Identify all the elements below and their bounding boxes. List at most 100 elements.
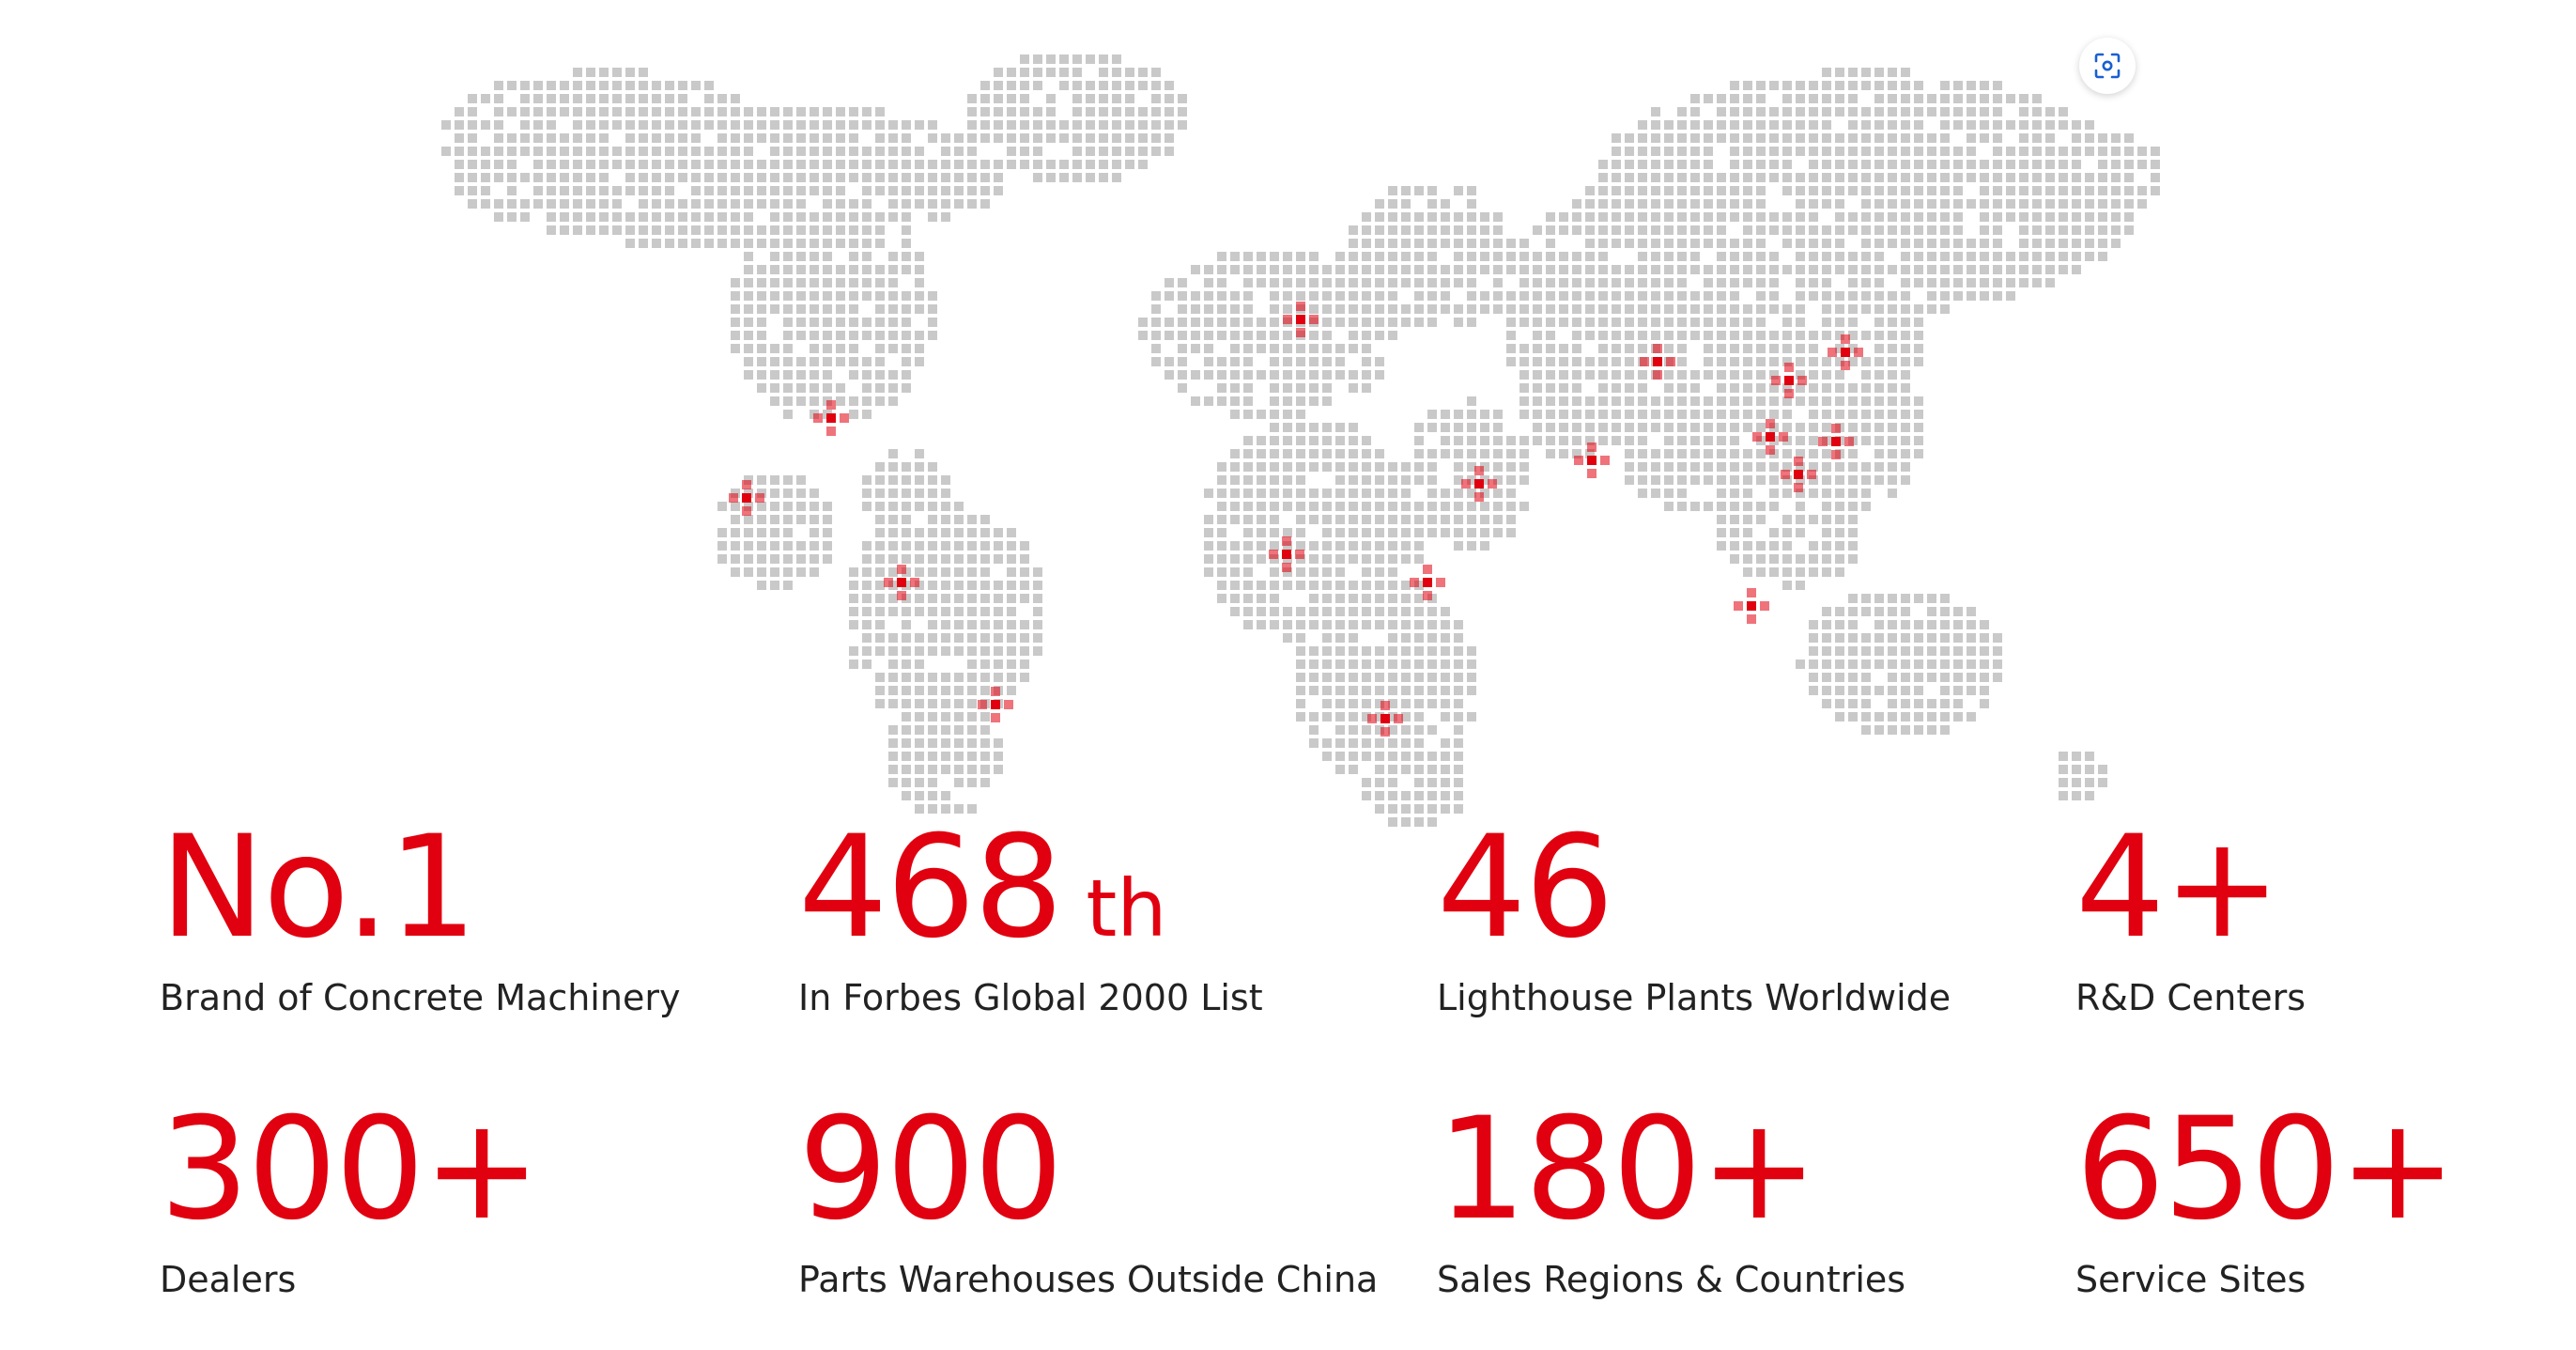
map-dot (1362, 383, 1371, 393)
map-dot (1270, 462, 1279, 472)
map-dot (639, 173, 648, 182)
map-dot (1901, 686, 1910, 695)
map-dot (967, 752, 977, 761)
map-dot (1388, 686, 1397, 695)
map-dot (1151, 304, 1161, 314)
map-dot (823, 357, 832, 366)
map-dot (1388, 646, 1397, 656)
map-dot (704, 107, 714, 116)
map-dot (2059, 791, 2068, 800)
map-dot (849, 239, 858, 248)
scan-button[interactable] (2079, 38, 2136, 94)
map-dot (1835, 646, 1844, 656)
map-dot (1546, 239, 1555, 248)
map-dot (1822, 673, 1831, 682)
map-dot (1243, 252, 1253, 261)
map-dot (2006, 199, 2015, 209)
map-dot (915, 686, 924, 695)
map-dot (744, 147, 753, 156)
map-dot (1612, 318, 1621, 327)
map-dot (1362, 686, 1371, 695)
map-dot (1506, 515, 1516, 524)
location-marker-icon (1752, 419, 1788, 455)
map-dot (1717, 107, 1726, 116)
map-dot (823, 107, 832, 116)
map-dot (2111, 199, 2121, 209)
map-dot (783, 186, 793, 195)
map-dot (1533, 252, 1542, 261)
map-dot (1638, 475, 1647, 485)
map-dot (1993, 291, 2002, 301)
map-dot (875, 291, 885, 301)
map-dot (1598, 304, 1608, 314)
map-dot (1454, 738, 1463, 748)
map-dot (1519, 252, 1529, 261)
map-dot (1848, 81, 1858, 90)
map-dot (1441, 778, 1450, 787)
map-dot (1257, 462, 1266, 472)
map-dot (994, 541, 1003, 551)
map-dot (1427, 699, 1437, 708)
map-dot (1704, 462, 1713, 472)
map-dot (1243, 475, 1253, 485)
map-dot (1480, 212, 1489, 222)
map-dot (1296, 423, 1305, 432)
map-dot (823, 318, 832, 327)
map-dot (941, 765, 950, 774)
map-dot (1704, 133, 1713, 143)
map-dot (1283, 278, 1292, 287)
map-dot (928, 199, 937, 209)
map-dot (599, 147, 609, 156)
map-dot (1217, 541, 1226, 551)
map-dot (902, 357, 911, 366)
map-dot (1835, 107, 1844, 116)
map-dot (1322, 712, 1332, 722)
map-dot (967, 94, 977, 103)
map-dot (2045, 160, 2055, 169)
map-dot (1664, 462, 1674, 472)
map-dot (1072, 68, 1082, 77)
map-dot (1467, 528, 1476, 537)
map-dot (1730, 344, 1739, 353)
map-dot (823, 554, 832, 564)
map-dot (1953, 186, 1963, 195)
map-dot (1730, 423, 1739, 432)
map-dot (1388, 804, 1397, 814)
map-dot (888, 120, 898, 130)
map-dot (2059, 173, 2068, 182)
map-dot (1230, 489, 1240, 498)
map-dot (652, 225, 661, 235)
map-dot (915, 699, 924, 708)
map-dot (1651, 304, 1660, 314)
map-dot (1993, 147, 2002, 156)
map-dot (823, 344, 832, 353)
map-dot (810, 120, 819, 130)
map-dot (1690, 265, 1700, 274)
map-dot (639, 107, 648, 116)
map-dot (941, 554, 950, 564)
map-dot (888, 633, 898, 643)
map-dot (1677, 436, 1687, 445)
map-dot (1835, 331, 1844, 340)
map-dot (691, 133, 701, 143)
map-dot (1362, 436, 1371, 445)
map-dot (625, 160, 635, 169)
map-dot (1401, 304, 1411, 314)
map-dot (1230, 554, 1240, 564)
map-dot (1414, 515, 1424, 524)
map-dot (1901, 133, 1910, 143)
map-dot (1796, 107, 1805, 116)
map-dot (770, 107, 779, 116)
map-dot (1007, 659, 1016, 669)
map-dot (1796, 318, 1805, 327)
map-dot (862, 620, 872, 629)
map-dot (1848, 318, 1858, 327)
map-dot (888, 502, 898, 511)
map-dot (1993, 659, 2002, 669)
map-dot (1046, 173, 1056, 182)
map-dot (1730, 318, 1739, 327)
map-dot (967, 607, 977, 616)
map-dot (1533, 291, 1542, 301)
map-dot (1993, 120, 2002, 130)
map-dot (980, 133, 990, 143)
